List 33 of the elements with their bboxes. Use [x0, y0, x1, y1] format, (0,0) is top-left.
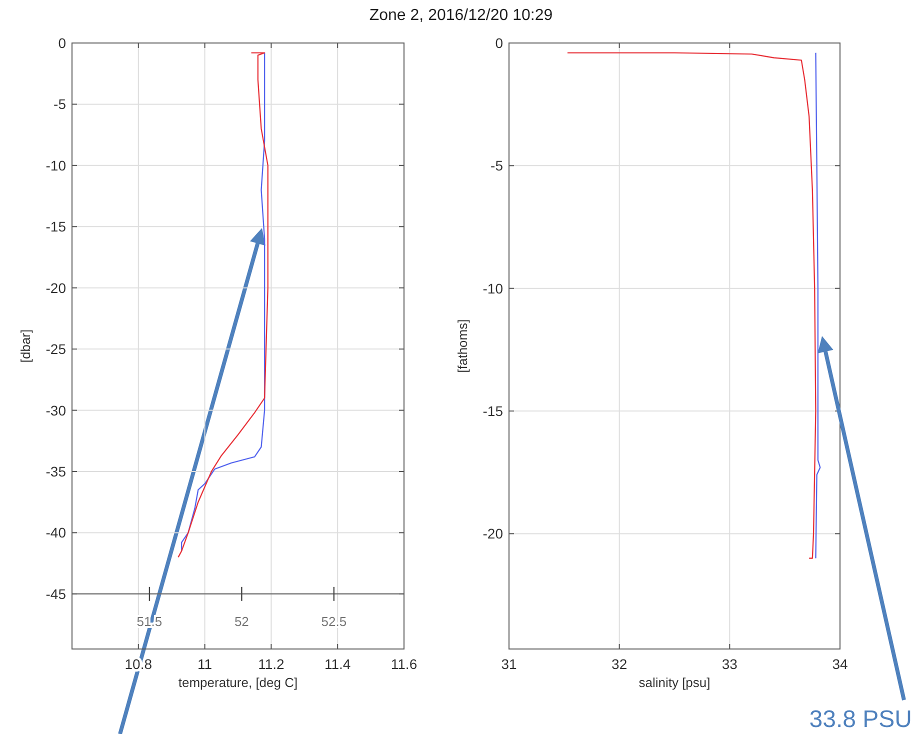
x2-tick-label: 52: [234, 614, 249, 629]
y-tick-label: -5: [490, 158, 504, 174]
y-tick-label: 0: [58, 35, 66, 51]
y-tick-label: -10: [482, 280, 504, 296]
line-series: [815, 52, 821, 559]
y-tick-label: -20: [482, 526, 504, 542]
x2-tick-label: 52.5: [321, 614, 347, 629]
y-tick-label: -30: [46, 402, 66, 418]
x-tick-label: 32: [612, 656, 628, 672]
y-tick-label: -10: [46, 157, 66, 174]
y-axis-title: [fathoms]: [455, 319, 470, 373]
x-tick-label: 11.2: [258, 656, 285, 672]
y-axis-title: [dbar]: [18, 329, 33, 363]
y-tick-label: -45: [46, 586, 66, 602]
line-series: [566, 52, 816, 559]
y-tick-label: -35: [46, 463, 66, 480]
x-axis-title: temperature, [deg C]: [178, 675, 298, 690]
x-axis-title: salinity [psu]: [638, 675, 710, 690]
x-tick-label: 11.6: [390, 656, 418, 672]
x-tick-label: 33: [722, 656, 738, 672]
y-tick-label: -5: [54, 96, 66, 112]
x-tick-label: 34: [832, 656, 848, 672]
y-tick-label: 0: [495, 35, 504, 51]
x-tick-label: 11: [198, 656, 212, 672]
y-tick-label: -15: [482, 403, 504, 420]
x-tick-label: 11.4: [324, 656, 351, 672]
x-tick-label: 31: [501, 656, 517, 672]
text: Zone 2, 2016/12/20 10:29: [369, 7, 553, 24]
y-tick-label: -40: [46, 524, 66, 541]
y-tick-label: -20: [46, 280, 66, 296]
y-tick-label: -15: [46, 218, 66, 235]
text: 33.8 PSU: [809, 706, 912, 733]
y-tick-label: -25: [46, 341, 66, 358]
